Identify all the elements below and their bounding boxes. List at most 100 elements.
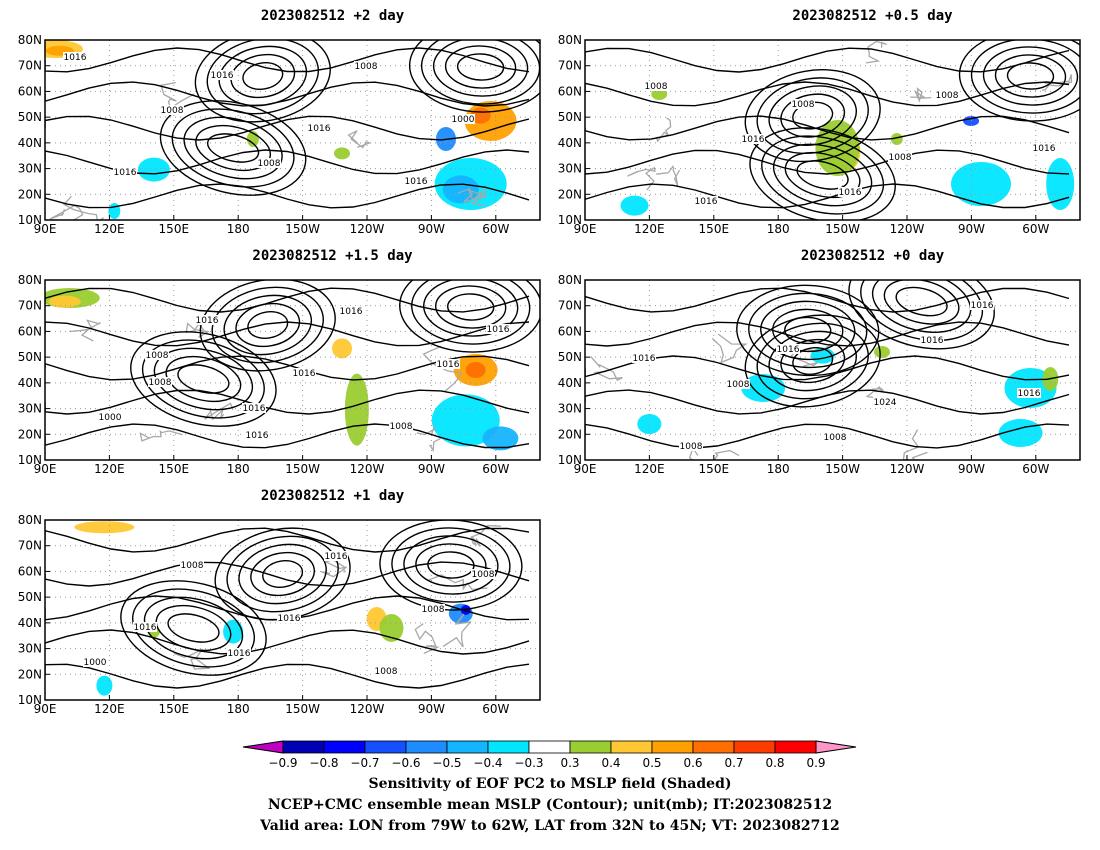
colorbar-swatch xyxy=(692,740,735,754)
coastline xyxy=(910,87,932,103)
contour-label: 1016 xyxy=(134,623,157,633)
lon-tick-label: 180 xyxy=(227,702,250,716)
contour-label: 1008 xyxy=(149,378,172,388)
contour-label: 1016 xyxy=(487,325,510,335)
colorbar-label: −0.5 xyxy=(432,756,461,770)
colorbar-swatch xyxy=(569,740,612,754)
shading-area xyxy=(96,675,113,696)
map-panel: 2023082512 +0 day 1008 1008 1016 1016 1008 101… xyxy=(558,248,1081,476)
isobar-contour xyxy=(958,40,1080,122)
isobar-contour xyxy=(223,294,313,356)
contour-label: 1016 xyxy=(228,649,251,659)
lon-tick-label: 60W xyxy=(482,222,509,236)
contour-label: 1008 xyxy=(390,422,413,432)
isobar-contour xyxy=(792,347,834,375)
colorbar-swatch xyxy=(733,740,776,754)
isobar-contour xyxy=(131,588,256,668)
isobar-contour xyxy=(45,287,530,313)
colorbar-label: 0.6 xyxy=(683,756,702,770)
lat-tick-label: 40N xyxy=(18,616,42,630)
colorbar-label: 0.3 xyxy=(560,756,579,770)
map-content: 1008 1016 1016 1008 1016 1016 1008 1008 xyxy=(585,40,1080,220)
shading-area xyxy=(637,414,662,434)
lat-tick-label: 70N xyxy=(18,299,42,313)
lat-tick-label: 80N xyxy=(18,513,42,527)
isobar-contour xyxy=(45,663,530,689)
isobar-contour xyxy=(206,40,320,115)
contour-label: 1016 xyxy=(405,177,428,187)
contour-label: 1024 xyxy=(874,398,897,408)
lon-tick-label: 120W xyxy=(890,462,925,476)
isobar-contour xyxy=(585,389,1070,415)
lon-tick-label: 150E xyxy=(699,222,730,236)
lat-tick-label: 60N xyxy=(18,84,42,98)
shading-area xyxy=(48,295,81,308)
isobar-contour xyxy=(748,292,868,369)
contour-label: 1016 xyxy=(293,369,316,379)
lat-tick-label: 30N xyxy=(18,402,42,416)
lat-tick-label: 70N xyxy=(558,59,582,73)
isobar-contour xyxy=(744,69,881,163)
lon-tick-label: 60W xyxy=(1022,222,1049,236)
contour-label: 1016 xyxy=(325,552,348,562)
isobar-contour xyxy=(444,45,517,89)
isobar-contour xyxy=(447,293,495,321)
map-content: 1016 1016 1008 1000 1008 1016 1008 1008 1016 xyxy=(45,520,540,700)
lat-tick-label: 70N xyxy=(18,539,42,553)
contour-label: 1016 xyxy=(340,307,363,317)
map-frame xyxy=(44,39,541,221)
shading-area xyxy=(890,133,903,145)
contour-label: 1000 xyxy=(452,115,475,125)
contour-label: 1008 xyxy=(727,380,750,390)
contour-label: 1008 xyxy=(258,159,281,169)
isobar-contour xyxy=(206,133,260,163)
lat-tick-label: 30N xyxy=(558,162,582,176)
contour-label: 1016 xyxy=(633,354,656,364)
isobar-contour xyxy=(45,183,530,209)
lat-tick-label: 40N xyxy=(18,136,42,150)
lon-tick-label: 120E xyxy=(94,462,125,476)
lon-tick-label: 180 xyxy=(767,222,790,236)
lon-tick-label: 90E xyxy=(574,222,597,236)
lat-tick-label: 50N xyxy=(558,350,582,364)
contour-label: 1016 xyxy=(437,360,460,370)
shading-area xyxy=(465,362,486,378)
colorbar-swatch xyxy=(364,740,407,754)
lon-tick-label: 150W xyxy=(285,702,320,716)
lon-tick-label: 120W xyxy=(350,462,385,476)
isobar-contour xyxy=(982,46,1079,106)
colorbar-label: 0.4 xyxy=(601,756,620,770)
lat-tick-label: 60N xyxy=(18,324,42,338)
lon-tick-label: 150E xyxy=(699,462,730,476)
colorbar-swatch xyxy=(610,740,653,754)
isobar-contour xyxy=(772,308,844,353)
isobar-contour xyxy=(423,280,519,337)
lat-tick-label: 20N xyxy=(18,667,42,681)
isobar-contour xyxy=(585,321,1070,347)
isobar-contour xyxy=(195,124,272,172)
lon-tick-label: 120E xyxy=(94,222,125,236)
isobar-contour xyxy=(760,300,856,361)
colorbar-swatch xyxy=(323,740,366,754)
lon-tick-label: 150W xyxy=(825,222,860,236)
lon-tick-label: 150W xyxy=(285,462,320,476)
lat-tick-label: 20N xyxy=(558,427,582,441)
coastline xyxy=(865,40,887,64)
lat-tick-label: 50N xyxy=(558,110,582,124)
lat-tick-label: 80N xyxy=(558,273,582,287)
contour-label: 1008 xyxy=(792,100,815,110)
colorbar-label: 0.7 xyxy=(724,756,743,770)
contour-label: 1008 xyxy=(472,570,495,580)
isobar-contour xyxy=(585,149,1070,175)
lon-tick-label: 90W xyxy=(418,702,445,716)
isobar-contour xyxy=(399,280,540,353)
isobar-contour xyxy=(250,551,316,597)
isobar-contour xyxy=(167,613,220,643)
shading-area xyxy=(741,374,786,402)
colorbar-end-low xyxy=(242,740,284,754)
lon-tick-label: 120W xyxy=(350,222,385,236)
map-content: 1016 1008 1008 1008 1000 1016 1016 1016 1016 xyxy=(45,40,540,220)
lat-tick-label: 70N xyxy=(18,59,42,73)
isobar-contour xyxy=(120,580,267,676)
